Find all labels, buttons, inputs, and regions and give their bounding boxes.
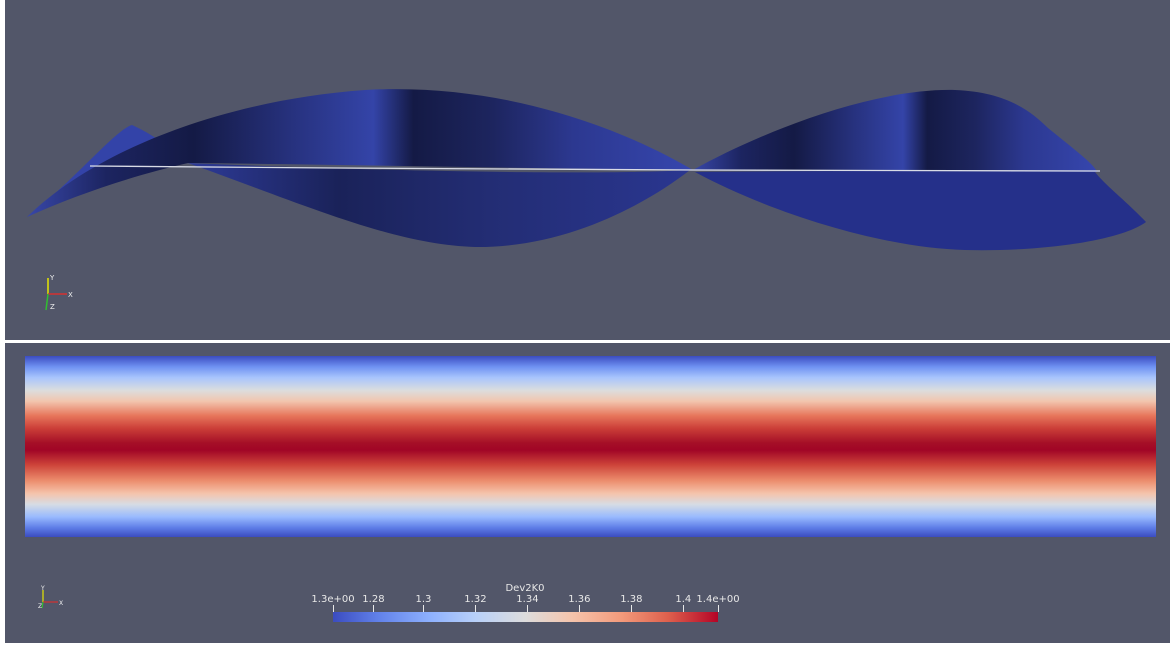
colorbar[interactable]	[333, 612, 718, 622]
orientation-axes-widget-bottom: Y X Z	[38, 584, 68, 610]
axes-triad-icon: Y X Z	[38, 585, 63, 610]
axis-z-label: Z	[38, 603, 42, 610]
colorbar-tick-label: 1.3e+00	[311, 594, 355, 605]
colorbar-tick-label: 1.4e+00	[696, 594, 740, 605]
colorbar-tick-label: 1.34	[516, 594, 539, 605]
axis-x-label: X	[59, 600, 63, 607]
render-view-bottom[interactable]: Y X Z Dev2K0 1.3e+00 1.28 1.3 1.32 1.34 1.36 1…	[5, 343, 1170, 643]
colorbar-tick-mark	[475, 605, 476, 612]
colorbar-tick-label: 1.36	[568, 594, 591, 605]
colorbar-tick-mark	[683, 605, 684, 612]
colorbar-tick-label: 1.3	[415, 594, 432, 605]
colorbar-tick-label: 1.4	[675, 594, 692, 605]
colorbar-tick-mark	[631, 605, 632, 612]
scalar-field-band	[25, 356, 1156, 537]
axis-x-label: X	[68, 291, 73, 299]
render-view-top[interactable]: Y X Z	[5, 0, 1170, 340]
colorbar-title: Dev2K0	[505, 583, 545, 594]
axis-y-label: Y	[40, 585, 45, 592]
colorbar-tick-mark	[718, 605, 719, 612]
axis-y-label: Y	[49, 274, 55, 282]
colorbar-tick-label: 1.38	[620, 594, 643, 605]
colorbar-tick-label: 1.28	[362, 594, 385, 605]
twisted-ribbon-surface	[27, 89, 1146, 251]
colorbar-tick-mark	[423, 605, 424, 612]
axes-triad-icon: Y X Z	[45, 274, 73, 311]
orientation-axes-widget: Y X Z	[41, 272, 81, 314]
colorbar-tick-mark	[579, 605, 580, 612]
colorbar-tick-label: 1.32	[464, 594, 487, 605]
colorbar-tick-mark	[373, 605, 374, 612]
colorbar-tick-mark	[527, 605, 528, 612]
colorbar-tick-mark	[333, 605, 334, 612]
axis-z-label: Z	[50, 303, 55, 311]
